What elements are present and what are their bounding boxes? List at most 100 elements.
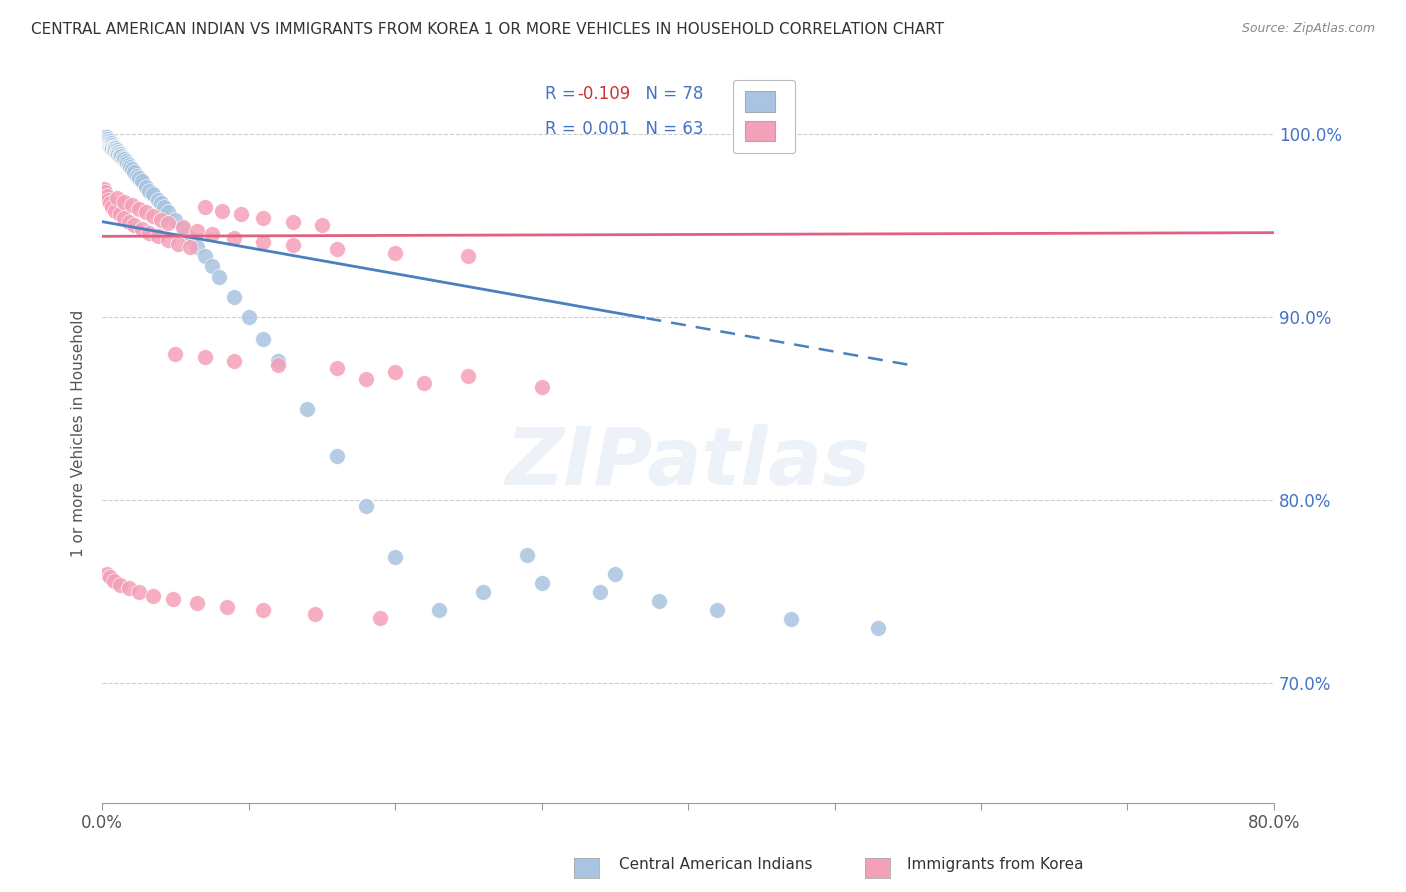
Point	[267, 354, 290, 368]
Point	[211, 203, 233, 218]
Point	[208, 269, 231, 284]
Point	[104, 141, 127, 155]
Point	[97, 132, 120, 146]
Point	[413, 376, 436, 390]
Point	[115, 156, 138, 170]
Point	[110, 149, 132, 163]
Point	[118, 160, 141, 174]
Point	[304, 607, 326, 621]
Point	[100, 137, 122, 152]
Point	[222, 354, 245, 368]
Point	[97, 136, 120, 150]
Point	[222, 231, 245, 245]
Point	[127, 169, 149, 183]
Point	[165, 212, 187, 227]
Point	[142, 209, 165, 223]
Point	[104, 203, 127, 218]
Text: Immigrants from Korea: Immigrants from Korea	[907, 857, 1084, 872]
Point	[530, 379, 553, 393]
Point	[384, 365, 406, 379]
Point	[103, 141, 125, 155]
Point	[98, 136, 121, 150]
Point	[603, 566, 626, 581]
Point	[105, 145, 128, 159]
Point	[149, 196, 172, 211]
Point	[135, 205, 157, 219]
Point	[172, 222, 194, 236]
Point	[325, 242, 347, 256]
Point	[138, 226, 160, 240]
Point	[281, 215, 304, 229]
Point	[131, 174, 153, 188]
Point	[157, 233, 180, 247]
Point	[457, 250, 479, 264]
Point	[267, 358, 290, 372]
Point	[252, 211, 274, 225]
Point	[222, 290, 245, 304]
Point	[172, 220, 194, 235]
Point	[101, 137, 124, 152]
Point	[101, 139, 124, 153]
Point	[179, 231, 201, 245]
Point	[124, 219, 146, 233]
Point	[111, 151, 134, 165]
Point	[117, 581, 139, 595]
Point	[252, 235, 274, 249]
Text: -0.109: -0.109	[576, 85, 630, 103]
Point	[530, 575, 553, 590]
Point	[427, 603, 450, 617]
Point	[121, 161, 143, 176]
Point	[167, 236, 190, 251]
Point	[297, 401, 319, 416]
Point	[94, 134, 117, 148]
Point	[107, 146, 129, 161]
Point	[94, 130, 117, 145]
Point	[138, 184, 160, 198]
Point	[112, 211, 135, 225]
Point	[96, 566, 118, 581]
Point	[238, 310, 260, 324]
Point	[103, 574, 125, 588]
Point	[97, 193, 120, 207]
Point	[146, 193, 169, 207]
Point	[96, 136, 118, 150]
Point	[97, 134, 120, 148]
Point	[107, 145, 129, 159]
Point	[101, 200, 124, 214]
Y-axis label: 1 or more Vehicles in Household: 1 or more Vehicles in Household	[72, 310, 86, 557]
Point	[868, 622, 890, 636]
Point	[589, 585, 612, 599]
Point	[370, 610, 392, 624]
Point	[472, 585, 495, 599]
Point	[98, 137, 121, 152]
Point	[128, 170, 150, 185]
Text: 0.001: 0.001	[576, 120, 630, 138]
Point	[112, 194, 135, 209]
Point	[648, 594, 671, 608]
Point	[325, 361, 347, 376]
Point	[93, 182, 115, 196]
Point	[516, 548, 538, 562]
Point	[194, 250, 217, 264]
Point	[201, 227, 224, 242]
Point	[186, 224, 208, 238]
Point	[186, 596, 208, 610]
Point	[194, 351, 217, 365]
Point	[215, 599, 238, 614]
Point	[105, 191, 128, 205]
Text: Source: ZipAtlas.com: Source: ZipAtlas.com	[1241, 22, 1375, 36]
Point	[93, 132, 115, 146]
Point	[325, 449, 347, 463]
Point	[194, 200, 217, 214]
Point	[117, 158, 139, 172]
Point	[98, 134, 121, 148]
Point	[100, 136, 122, 150]
Point	[112, 153, 135, 167]
Point	[281, 238, 304, 252]
Point	[121, 198, 143, 212]
Point	[165, 346, 187, 360]
Text: CENTRAL AMERICAN INDIAN VS IMMIGRANTS FROM KOREA 1 OR MORE VEHICLES IN HOUSEHOLD: CENTRAL AMERICAN INDIAN VS IMMIGRANTS FR…	[31, 22, 943, 37]
Point	[179, 240, 201, 254]
Point	[157, 205, 180, 219]
Point	[108, 149, 131, 163]
